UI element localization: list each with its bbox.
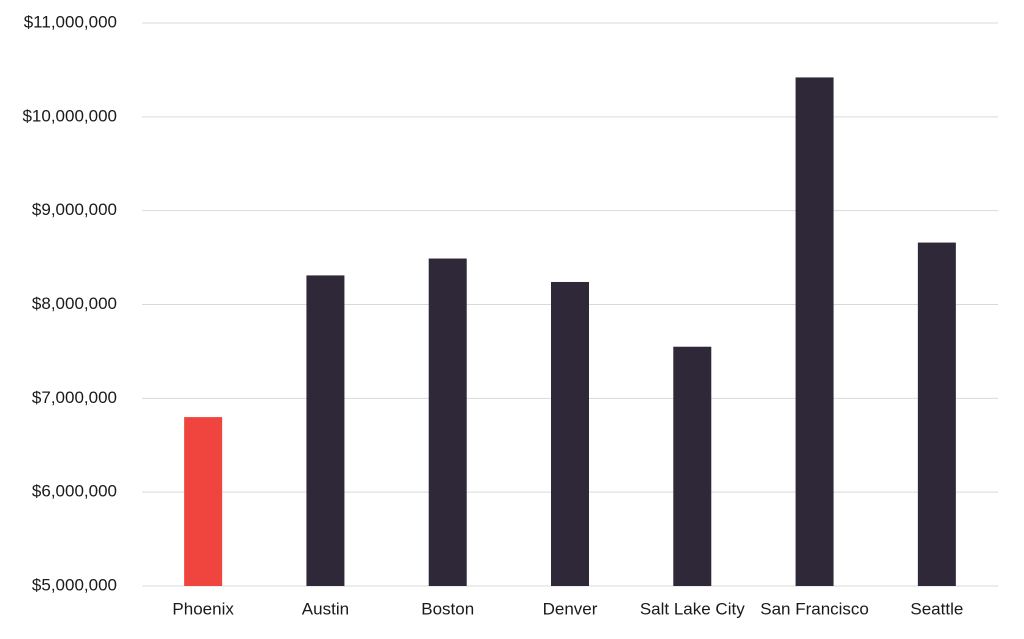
bar (551, 281, 589, 586)
y-tick-label: $5,000,000 (32, 575, 117, 594)
y-tick-label: $11,000,000 (24, 12, 117, 31)
y-tick-label: $8,000,000 (32, 294, 117, 313)
x-tick-label: Phoenix (172, 599, 234, 618)
bar (428, 258, 467, 586)
x-tick-label: Seattle (910, 599, 963, 618)
bar (306, 275, 345, 586)
x-tick-label: Austin (302, 599, 349, 618)
y-tick-label: $6,000,000 (32, 482, 117, 501)
bar (795, 77, 834, 586)
bar (917, 242, 956, 586)
bar (184, 417, 223, 586)
x-tick-label: Salt Lake City (640, 599, 745, 618)
x-tick-label: Boston (421, 599, 474, 618)
x-tick-label: Denver (543, 599, 598, 618)
x-tick-label: San Francisco (760, 599, 869, 618)
bar (673, 346, 712, 586)
y-tick-label: $9,000,000 (32, 200, 117, 219)
y-tick-label: $10,000,000 (22, 106, 117, 125)
y-tick-label: $7,000,000 (32, 388, 117, 407)
